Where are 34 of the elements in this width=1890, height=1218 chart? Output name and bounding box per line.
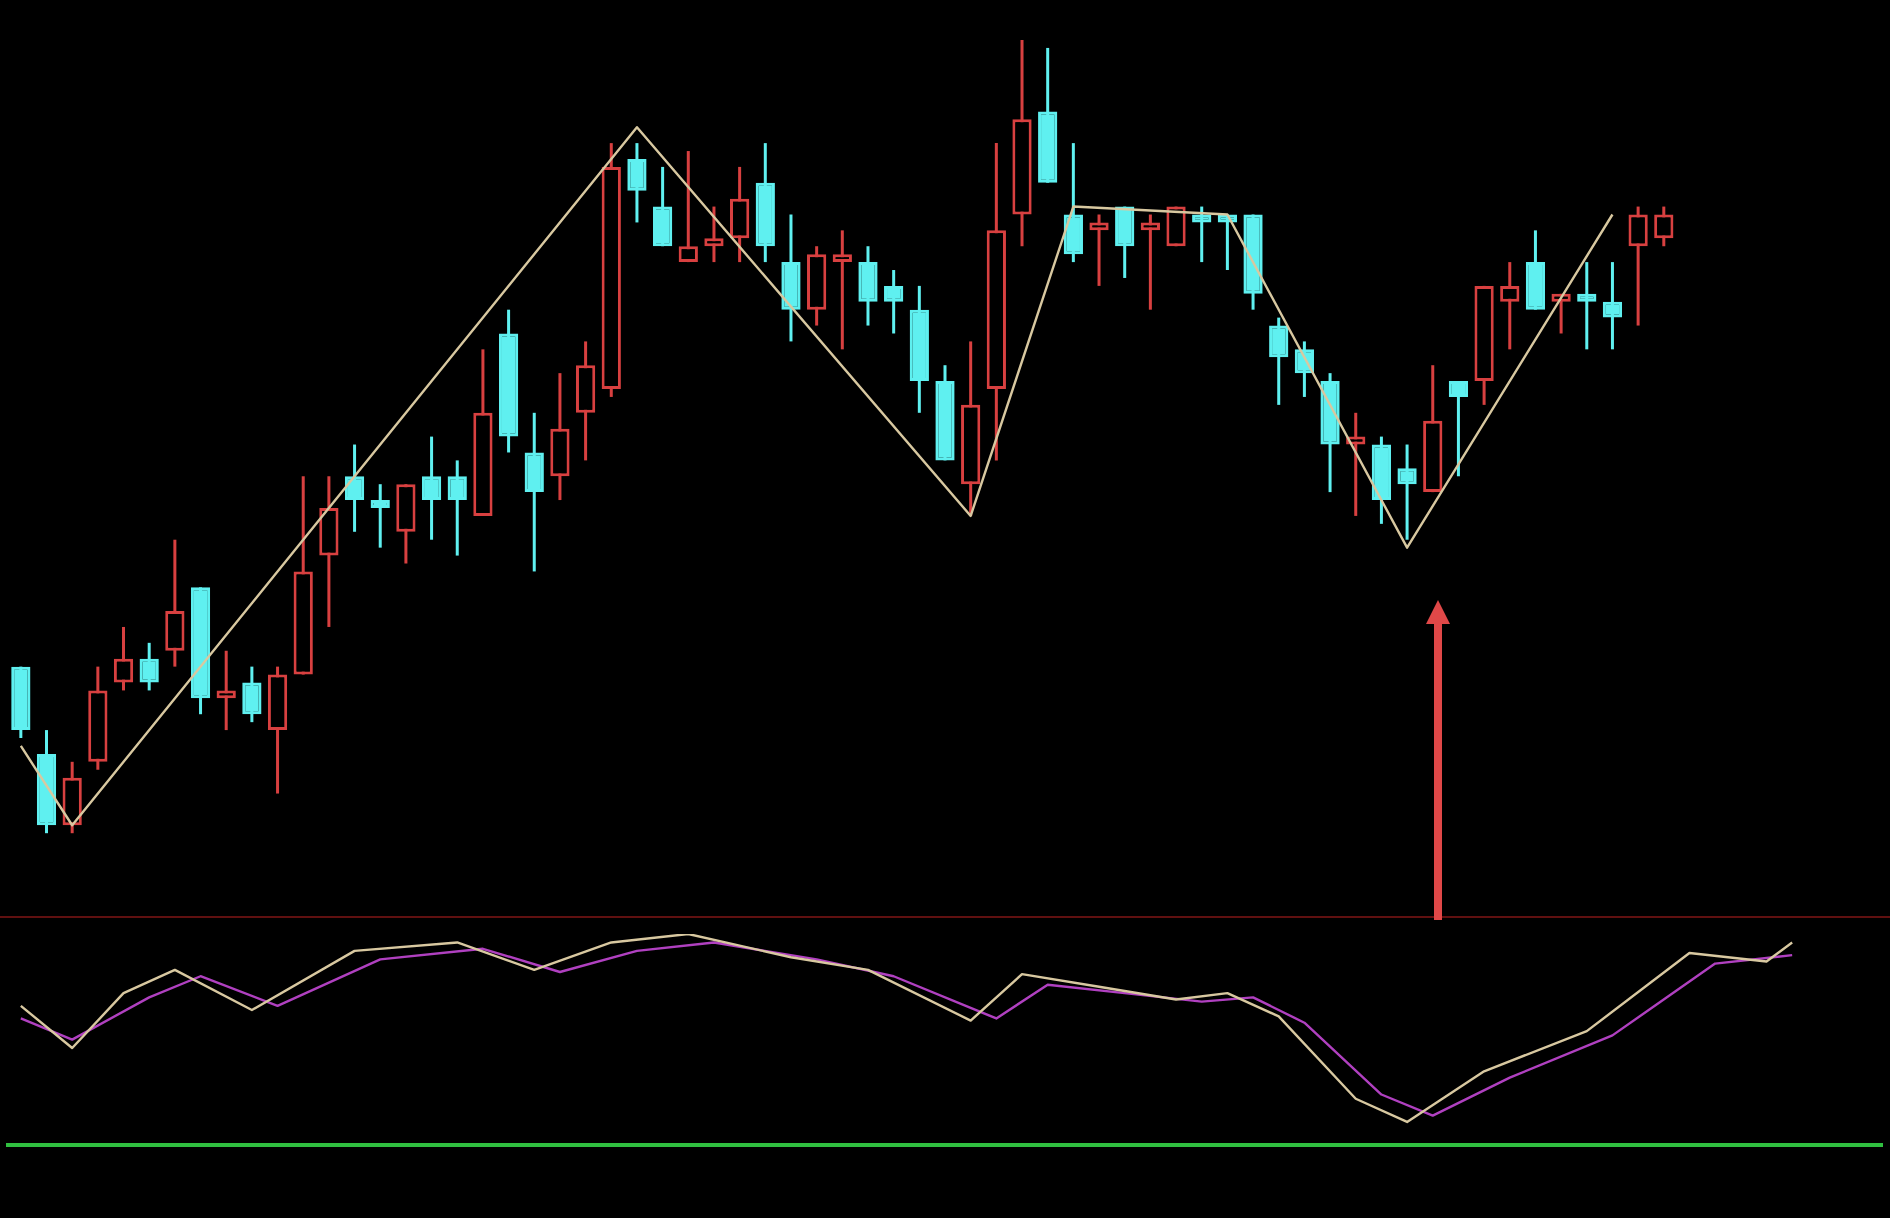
candlestick xyxy=(678,149,698,264)
candlestick xyxy=(1089,213,1109,288)
candlestick xyxy=(1397,443,1417,542)
candlestick xyxy=(447,458,467,558)
candlestick xyxy=(884,268,904,335)
candlestick xyxy=(704,205,724,264)
candlestick xyxy=(319,474,339,629)
candlestick xyxy=(1602,260,1623,351)
candlestick xyxy=(370,482,390,550)
candlestick xyxy=(832,228,852,351)
candlestick xyxy=(1577,260,1597,351)
candlestick xyxy=(524,411,544,573)
candlestick xyxy=(1525,228,1546,312)
candlestick xyxy=(627,141,647,224)
candlestick xyxy=(652,165,673,248)
candlestick xyxy=(550,371,570,502)
candlestick xyxy=(165,538,185,669)
candlestick xyxy=(575,339,596,462)
candlestick xyxy=(1063,141,1083,264)
candlestick xyxy=(781,213,801,343)
candlestick xyxy=(1628,205,1648,328)
candlestick xyxy=(730,165,750,264)
candlestick xyxy=(421,435,442,542)
candlestick xyxy=(139,641,159,692)
candlestick xyxy=(216,649,236,732)
candlestick xyxy=(1500,260,1520,351)
candlestick xyxy=(62,760,82,835)
candlestick xyxy=(344,443,365,534)
candlestick xyxy=(1448,379,1469,478)
candlestick xyxy=(1269,316,1289,407)
candlestick xyxy=(1140,213,1160,312)
candlestick xyxy=(858,244,878,328)
candlestick xyxy=(396,482,416,566)
candlestick xyxy=(1115,205,1135,280)
